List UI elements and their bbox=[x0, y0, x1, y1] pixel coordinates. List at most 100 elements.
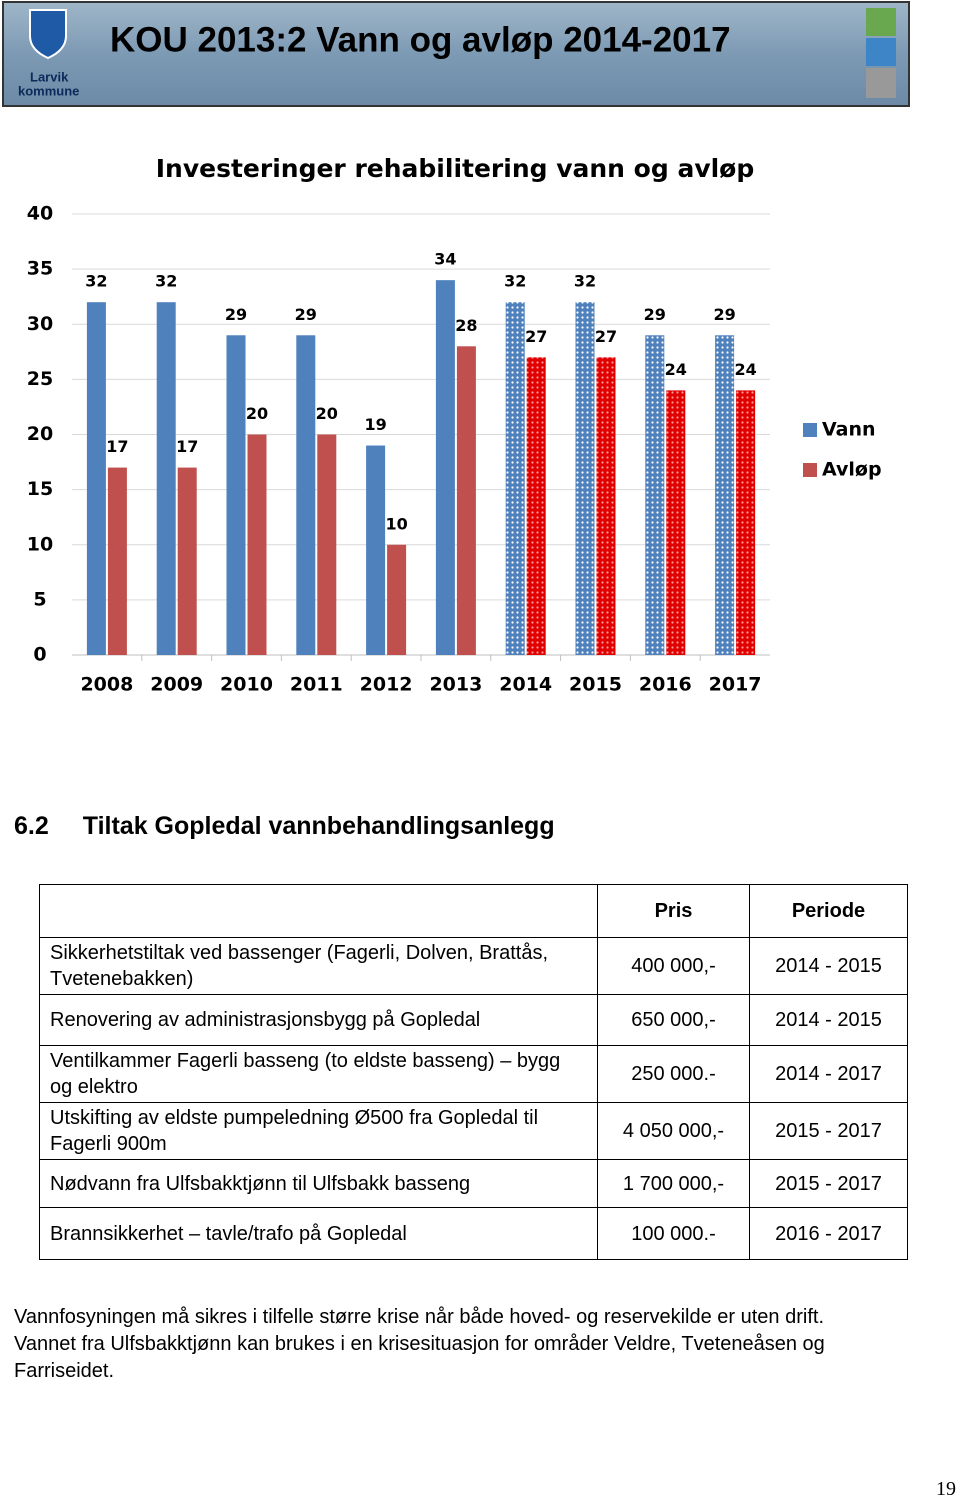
data-label: 32 bbox=[85, 272, 107, 291]
table-cell: Periode bbox=[749, 884, 908, 938]
icon bbox=[866, 8, 896, 36]
table-row: Utskifting av eldste pumpeledning Ø500 f… bbox=[39, 1102, 908, 1160]
header-band bbox=[2, 1, 910, 107]
data-label: 29 bbox=[225, 305, 247, 324]
table-row: Sikkerhetstiltak ved bassenger (Fagerli,… bbox=[39, 937, 908, 995]
section-title: Tiltak Gopledal vannbehandlingsanlegg bbox=[82, 812, 555, 840]
table-cell: Renovering av administrasjonsbygg på Gop… bbox=[39, 994, 598, 1046]
data-label: 29 bbox=[644, 305, 666, 324]
table-cell: 650 000,- bbox=[597, 994, 750, 1046]
x-tick-label: 2012 bbox=[360, 674, 413, 696]
bar bbox=[456, 346, 476, 655]
bar bbox=[526, 357, 546, 655]
bar bbox=[226, 335, 246, 655]
x-tick-label: 2013 bbox=[429, 674, 482, 696]
y-tick-label: 0 bbox=[33, 644, 46, 666]
x-tick-label: 2014 bbox=[499, 674, 552, 696]
logo-text: kommune bbox=[18, 83, 79, 98]
table-cell: 2014 - 2015 bbox=[749, 994, 908, 1046]
section-number: 6.2 bbox=[14, 812, 49, 840]
y-tick-label: 25 bbox=[27, 368, 53, 390]
table-header: Pris Periode bbox=[39, 884, 908, 938]
table-row: Renovering av administrasjonsbygg på Gop… bbox=[39, 994, 908, 1046]
page-number: 19 bbox=[936, 1478, 956, 1500]
section-heading: 6.2 Tiltak Gopledal vannbehandlingsanlegg bbox=[14, 812, 555, 841]
bar bbox=[645, 335, 665, 655]
table-cell: Ventilkammer Fagerli basseng (to eldste … bbox=[39, 1045, 598, 1103]
table-cell: 1 700 000,- bbox=[597, 1159, 750, 1208]
table-row: Nødvann fra Ulfsbakktjønn til Ulfsbakk b… bbox=[39, 1159, 908, 1208]
table-cell: 2016 - 2017 bbox=[749, 1207, 908, 1260]
paragraph: Vannfosyningen må sikres i tilfelle stør… bbox=[14, 1306, 825, 1328]
header-title: KOU 2013:2 Vann og avløp 2014-2017 bbox=[110, 20, 731, 59]
bar bbox=[86, 302, 106, 655]
x-tick-label: 2010 bbox=[220, 674, 273, 696]
data-label: 24 bbox=[665, 360, 687, 379]
table-cell bbox=[39, 884, 598, 938]
data-label: 34 bbox=[434, 250, 456, 269]
icon bbox=[866, 38, 896, 66]
bar bbox=[505, 302, 525, 655]
x-tick-label: 2016 bbox=[639, 674, 692, 696]
y-tick-label: 40 bbox=[27, 203, 53, 225]
data-label: 32 bbox=[504, 272, 526, 291]
paragraphs: Vannfosyningen må sikres i tilfelle stør… bbox=[14, 1304, 914, 1385]
bar bbox=[435, 280, 455, 655]
y-tick-label: 30 bbox=[27, 313, 53, 335]
table-cell: Utskifting av eldste pumpeledning Ø500 f… bbox=[39, 1102, 598, 1160]
bar bbox=[715, 335, 735, 655]
y-tick-label: 5 bbox=[33, 588, 46, 610]
data-label: 28 bbox=[455, 316, 477, 335]
bar bbox=[247, 434, 267, 655]
bar bbox=[177, 467, 197, 655]
table-cell: Sikkerhetstiltak ved bassenger (Fagerli,… bbox=[39, 937, 598, 995]
data-label: 32 bbox=[155, 272, 177, 291]
y-tick-label: 35 bbox=[27, 258, 53, 280]
legend-label: Avløp bbox=[822, 459, 882, 481]
legend-label: Vann bbox=[822, 419, 876, 441]
bar bbox=[666, 390, 686, 655]
bar bbox=[596, 357, 616, 655]
table-cell: 2014 - 2017 bbox=[749, 1045, 908, 1103]
table-cell: Nødvann fra Ulfsbakktjønn til Ulfsbakk b… bbox=[39, 1159, 598, 1208]
data-label: 24 bbox=[734, 360, 756, 379]
table-cell: 4 050 000,- bbox=[597, 1102, 750, 1160]
data-label: 17 bbox=[176, 437, 198, 456]
table-row: Ventilkammer Fagerli basseng (to eldste … bbox=[39, 1045, 908, 1103]
bar bbox=[387, 544, 407, 655]
x-tick-label: 2011 bbox=[290, 674, 343, 696]
table-cell: Brannsikkerhet – tavle/trafo på Gopledal bbox=[39, 1207, 598, 1260]
data-label: 17 bbox=[106, 437, 128, 456]
legend-swatch bbox=[803, 463, 817, 477]
bar bbox=[736, 390, 756, 655]
table-cell: 2014 - 2015 bbox=[749, 937, 908, 995]
table-cell: 400 000,- bbox=[597, 937, 750, 995]
legend-swatch bbox=[803, 423, 817, 437]
y-tick-label: 20 bbox=[27, 423, 53, 445]
data-label: 29 bbox=[295, 305, 317, 324]
y-tick-label: 10 bbox=[27, 533, 53, 555]
bar bbox=[317, 434, 337, 655]
logo-text: Larvik bbox=[30, 69, 69, 84]
table-cell: Pris bbox=[597, 884, 750, 938]
table-cell: 2015 - 2017 bbox=[749, 1102, 908, 1160]
table-cell: 100 000.- bbox=[597, 1207, 750, 1260]
table-cell: 2015 - 2017 bbox=[749, 1159, 908, 1208]
y-tick-label: 15 bbox=[27, 478, 53, 500]
data-label: 27 bbox=[525, 327, 547, 346]
table-row: Brannsikkerhet – tavle/trafo på Gopledal… bbox=[39, 1207, 908, 1260]
data-label: 19 bbox=[364, 415, 386, 434]
data-label: 27 bbox=[595, 327, 617, 346]
logo-shield bbox=[29, 9, 67, 60]
chart: Larvik kommune KOU 2013:2 Vann og avløp … bbox=[2, 1, 910, 696]
data-label: 20 bbox=[246, 404, 268, 423]
x-tick-label: 2015 bbox=[569, 674, 622, 696]
chart-title: Investeringer rehabilitering vann og avl… bbox=[156, 154, 755, 183]
paragraph: Vannet fra Ulfsbakktjønn kan brukes i en… bbox=[14, 1333, 825, 1382]
bar bbox=[366, 445, 386, 655]
table: Pris Periode Sikkerhetstiltak ved bassenge… bbox=[39, 884, 908, 1260]
bar bbox=[575, 302, 595, 655]
x-tick-label: 2008 bbox=[80, 674, 133, 696]
icon bbox=[866, 68, 896, 98]
